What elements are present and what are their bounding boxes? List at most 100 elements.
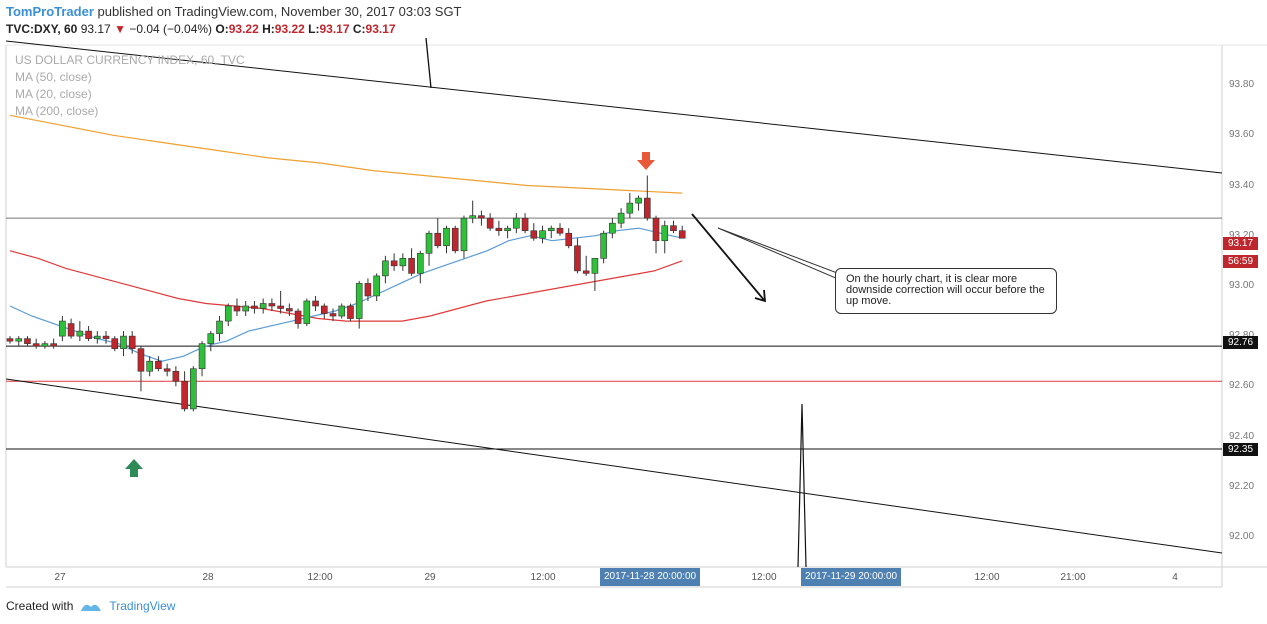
candle[interactable] [574,238,581,274]
candle[interactable] [591,258,599,291]
candle[interactable] [155,356,162,372]
last-price: 93.17 [80,22,111,36]
candle[interactable] [128,331,136,354]
upper-channel-line[interactable] [5,40,1223,174]
candle[interactable] [41,341,49,349]
candle[interactable] [399,253,407,271]
tradingview-logo-icon[interactable] [79,599,103,613]
candle[interactable] [329,308,337,322]
legend-ma20[interactable]: MA (20, close) [15,87,92,101]
candle[interactable] [635,195,642,211]
candle[interactable] [670,220,677,234]
candle[interactable] [277,290,284,314]
author-name[interactable]: TomProTrader [6,4,94,19]
candle[interactable] [417,250,424,284]
candle[interactable] [198,341,206,377]
legend-title[interactable]: US DOLLAR CURRENCY INDEX, 60, TVC [15,53,245,67]
candle[interactable] [259,298,267,314]
ohlc-readout: TVC:DXY, 60 93.17 ▼ −0.04 (−0.04%) O:93.… [6,21,396,38]
candle[interactable] [181,371,188,412]
candle[interactable] [50,338,57,349]
candle[interactable] [146,356,153,377]
candle[interactable] [600,230,607,264]
candle[interactable] [163,363,171,377]
candle[interactable] [320,303,328,319]
candle[interactable] [495,220,503,236]
candle[interactable] [547,225,555,239]
candle[interactable] [382,255,389,284]
candle[interactable] [207,331,215,352]
candle[interactable] [408,248,415,276]
candle[interactable] [59,316,66,342]
candle[interactable] [268,298,276,312]
candle[interactable] [224,303,232,327]
candle[interactable] [565,228,573,249]
candle[interactable] [425,230,433,266]
candle[interactable] [460,215,468,259]
candle[interactable] [643,175,651,221]
callout-note[interactable]: On the hourly chart, it is clear more do… [835,268,1057,314]
candle[interactable] [24,336,31,347]
legend-ma200[interactable]: MA (200, close) [15,104,99,118]
candle[interactable] [513,213,520,234]
candle[interactable] [294,308,302,329]
spike-line[interactable] [797,403,807,568]
candle[interactable] [242,300,250,317]
candle[interactable] [312,295,319,312]
time-tick: 27 [54,572,66,583]
candle[interactable] [373,273,380,301]
candle[interactable] [661,220,669,254]
candle[interactable] [486,213,494,231]
candle[interactable] [434,218,442,249]
candle[interactable] [111,336,119,352]
candle[interactable] [678,225,686,239]
candle[interactable] [530,223,538,241]
candle[interactable] [338,303,346,319]
candle[interactable] [120,331,127,357]
candle[interactable] [15,336,23,347]
candle[interactable] [469,200,476,224]
ma200-line[interactable] [9,114,683,194]
candle[interactable] [521,213,529,234]
projection-arrow[interactable] [691,213,767,303]
candle[interactable] [451,225,459,254]
candle[interactable] [443,225,450,254]
horizontal-levels [6,217,1222,450]
candle[interactable] [216,316,223,342]
publish-header: TomProTrader published on TradingView.co… [6,3,462,20]
candle[interactable] [355,280,363,329]
candle[interactable] [251,300,258,314]
candle[interactable] [76,321,84,342]
lower-channel-line[interactable] [5,378,1223,554]
ma50-line[interactable] [9,250,683,322]
candle[interactable] [102,331,110,344]
candle[interactable] [504,225,511,239]
candle[interactable] [390,253,398,271]
candle[interactable] [617,208,625,229]
candle[interactable] [6,336,14,344]
tradingview-brand[interactable]: TradingView [109,599,176,613]
candle[interactable] [94,331,101,344]
upper-channel-tick[interactable] [425,37,432,89]
candle[interactable] [347,303,354,322]
candle[interactable] [652,215,660,254]
candle[interactable] [233,298,241,317]
candle[interactable] [478,210,485,226]
candle[interactable] [67,318,75,339]
candle[interactable] [85,326,92,342]
candle[interactable] [609,218,616,239]
legend-ma50[interactable]: MA (50, close) [15,70,92,84]
candle[interactable] [539,225,546,244]
candle[interactable] [32,338,40,349]
candle[interactable] [556,223,564,236]
candle[interactable] [582,255,590,276]
candle[interactable] [626,193,634,219]
candle[interactable] [364,278,372,301]
candle[interactable] [286,303,293,317]
candle[interactable] [303,298,311,327]
candle[interactable] [137,346,145,392]
candle[interactable] [172,366,180,387]
ma20-line[interactable] [9,227,683,362]
candle[interactable] [190,366,197,412]
